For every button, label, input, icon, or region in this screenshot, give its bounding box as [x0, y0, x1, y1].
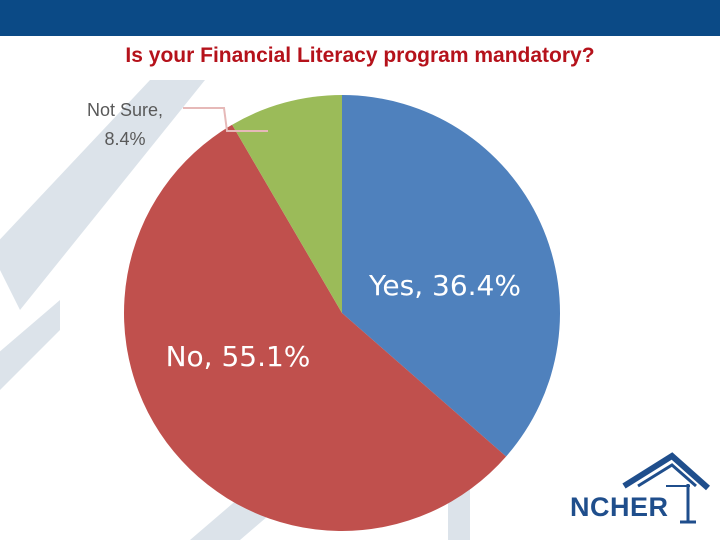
slice-label-yes: Yes, 36.4%: [368, 269, 521, 302]
pie-slice-not-sure: [232, 95, 342, 313]
pie-slice-no: [124, 124, 507, 531]
top-banner: [0, 0, 720, 36]
ncher-logo: NCHER: [562, 448, 712, 528]
slice-label-not-sure-value: 8.4%: [104, 129, 146, 149]
slice-label-not-sure: Not Sure, 8.4%: [62, 96, 188, 154]
slice-label-no: No, 55.1%: [166, 340, 311, 373]
logo-text: NCHER: [570, 492, 669, 522]
house-roof-icon: [622, 452, 710, 524]
callout-leader-line: [183, 107, 268, 132]
pie-slice-yes: [342, 95, 560, 457]
page-title: Is your Financial Literacy program manda…: [125, 44, 595, 67]
slice-label-not-sure-name: Not Sure,: [86, 100, 164, 120]
